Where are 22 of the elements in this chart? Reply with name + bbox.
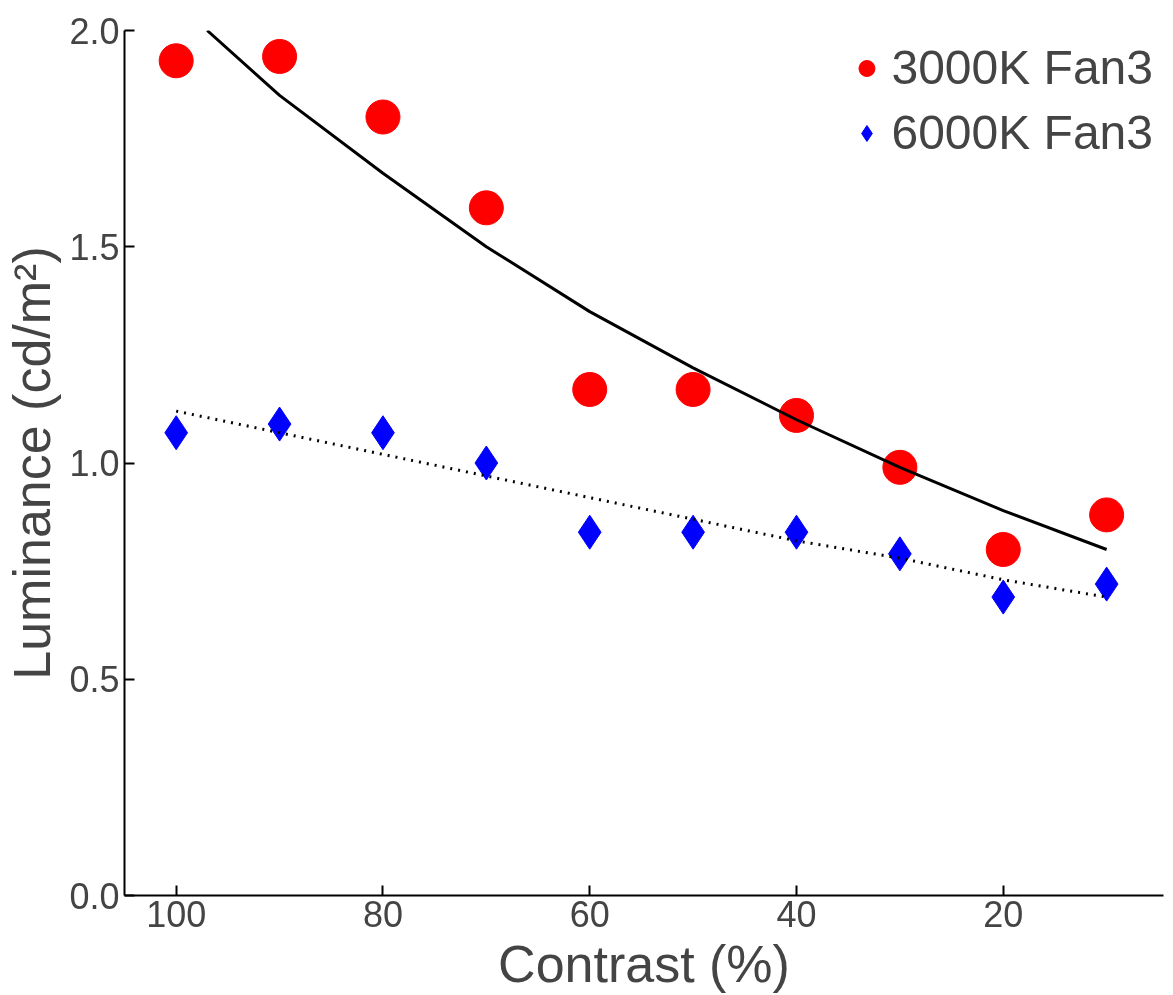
point <box>158 43 194 79</box>
legend-label: 3000K Fan3 <box>891 40 1153 95</box>
x-tick-label: 40 <box>776 893 817 935</box>
point <box>468 190 504 226</box>
legend-label: 6000K Fan3 <box>891 105 1153 160</box>
x-axis-title: Contrast (%) <box>498 934 790 993</box>
y-tick-label: 1.5 <box>69 226 120 268</box>
point <box>675 372 711 407</box>
point <box>365 99 401 135</box>
y-tick-label: 0.0 <box>69 875 120 917</box>
x-tick-label: 60 <box>569 893 610 935</box>
point <box>572 372 608 407</box>
x-tick-label: 100 <box>146 893 207 935</box>
y-tick-label: 0.5 <box>69 659 120 701</box>
point <box>1089 497 1125 533</box>
y-tick-label: 1.0 <box>69 443 120 484</box>
x-tick-label: 80 <box>362 893 403 935</box>
y-axis-title: Luminance (cd/m²) <box>3 246 62 680</box>
x-tick-label: 20 <box>983 893 1024 935</box>
point <box>262 38 298 74</box>
y-tick-label: 2.0 <box>69 10 120 52</box>
point <box>985 532 1021 567</box>
